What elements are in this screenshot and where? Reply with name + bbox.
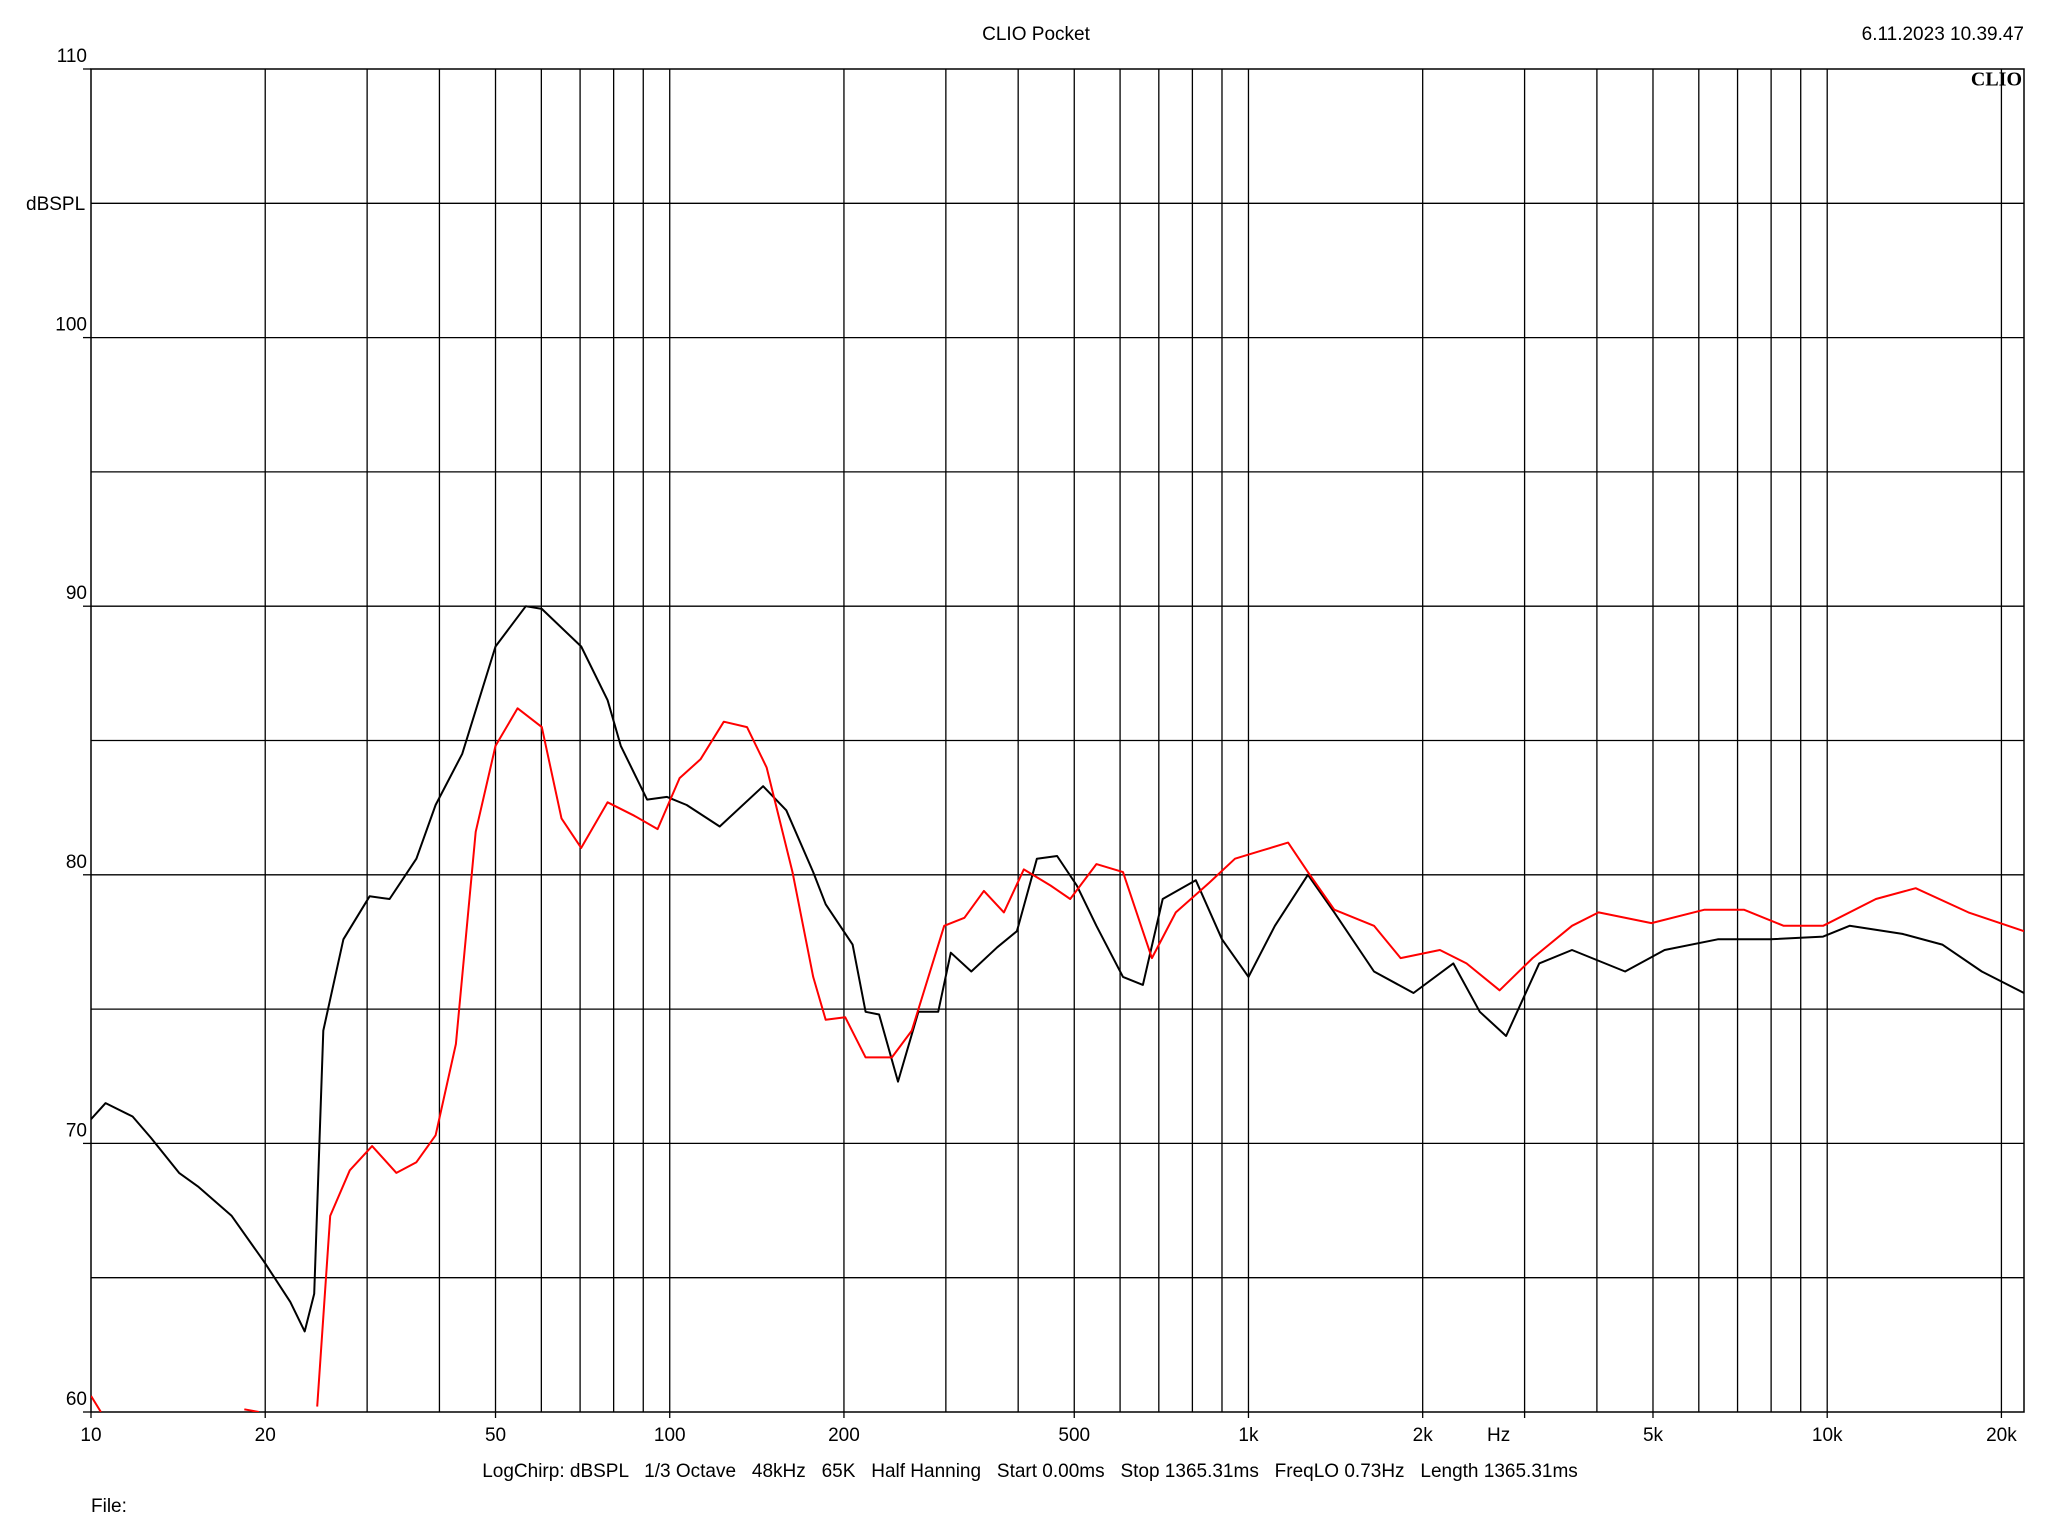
series-line xyxy=(91,605,2024,1333)
y-tick-label: 70 xyxy=(66,1120,87,1141)
plot-area xyxy=(91,605,2024,1412)
x-tick-label: 10 xyxy=(80,1425,101,1446)
chart-title: CLIO Pocket xyxy=(982,24,1090,45)
y-tick-label: 110 xyxy=(57,46,87,67)
y-axis-label: dBSPL xyxy=(26,194,85,215)
x-tick-label: 1k xyxy=(1238,1425,1259,1446)
x-tick-label: 500 xyxy=(1058,1425,1090,1446)
timestamp: 6.11.2023 10.39.47 xyxy=(1862,24,2024,45)
x-tick-label: 100 xyxy=(654,1425,686,1446)
file-label: File: xyxy=(91,1496,127,1517)
x-tick-label: 5k xyxy=(1643,1425,1664,1446)
x-tick-label: 2k xyxy=(1413,1425,1434,1446)
y-tick-label: 80 xyxy=(66,852,87,873)
logo: CLIO xyxy=(1971,69,2022,91)
x-tick-label: 20k xyxy=(1986,1425,2017,1446)
x-tick-label: 10k xyxy=(1812,1425,1843,1446)
x-tick-label: 20 xyxy=(255,1425,276,1446)
x-tick-label: 200 xyxy=(828,1425,860,1446)
y-tick-label: 100 xyxy=(55,315,87,336)
x-tick-label: 50 xyxy=(485,1425,506,1446)
y-tick-label: 90 xyxy=(66,583,87,604)
y-tick-label: 60 xyxy=(66,1389,87,1410)
footer: LogChirp: dBSPL 1/3 Octave 48kHz 65K Hal… xyxy=(482,1461,1578,1482)
plot-frame xyxy=(90,68,2025,1413)
x-tick-label: Hz xyxy=(1487,1425,1510,1446)
series-line xyxy=(91,707,2024,1412)
